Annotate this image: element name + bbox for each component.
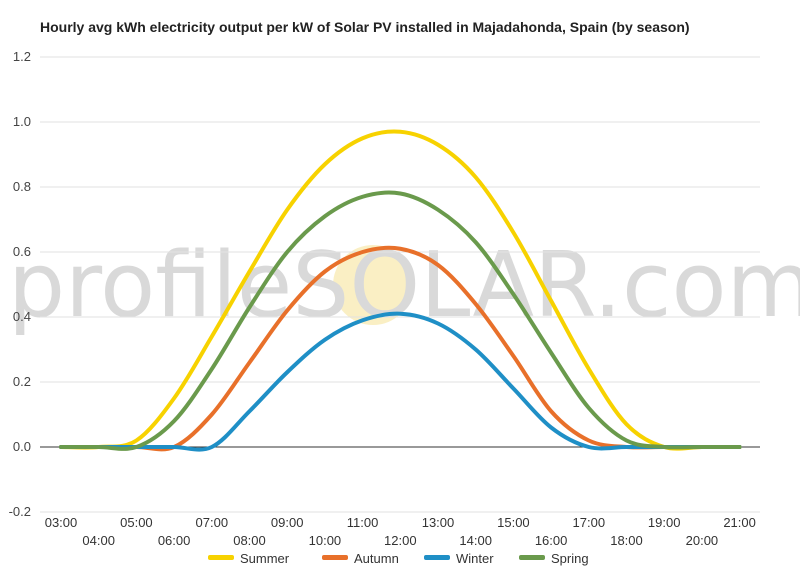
y-axis: 1.2 1.0 0.8 0.6 0.4 0.2 0.0 -0.2 [9,49,31,519]
x-tick-label: 20:00 [686,533,719,548]
legend-label-winter: Winter [456,551,494,566]
x-tick-label: 10:00 [309,533,342,548]
legend: Summer Autumn Winter Spring [208,551,589,566]
x-tick-label: 12:00 [384,533,417,548]
series-lines [59,129,742,452]
x-tick-label: 08:00 [233,533,266,548]
legend-swatch-autumn [322,555,348,560]
x-axis: 03:00 04:00 05:00 06:00 07:00 08:00 09:00 10:00… [45,515,756,548]
legend-swatch-winter [424,555,450,560]
watermark-sun-icon [333,245,413,325]
legend-swatch-spring [519,555,545,560]
series-line-winter [59,311,742,452]
legend-label-summer: Summer [240,551,290,566]
x-tick-label: 03:00 [45,515,78,530]
y-tick-label: 0.4 [13,309,31,324]
legend-label-spring: Spring [551,551,589,566]
x-tick-label: 15:00 [497,515,530,530]
y-tick-label: 0.2 [13,374,31,389]
x-tick-label: 21:00 [723,515,756,530]
x-tick-label: 05:00 [120,515,153,530]
x-tick-label: 04:00 [82,533,115,548]
y-tick-label: 1.2 [13,49,31,64]
series-line-summer [59,129,742,451]
y-tick-label: 0.8 [13,179,31,194]
x-tick-label: 16:00 [535,533,568,548]
x-tick-label: 14:00 [459,533,492,548]
x-tick-label: 18:00 [610,533,643,548]
x-tick-label: 09:00 [271,515,304,530]
legend-label-autumn: Autumn [354,551,399,566]
y-tick-label: -0.2 [9,504,31,519]
chart-title: Hourly avg kWh electricity output per kW… [40,19,690,35]
legend-swatch-summer [208,555,234,560]
x-tick-label: 19:00 [648,515,681,530]
y-tick-label: 0.6 [13,244,31,259]
x-tick-label: 06:00 [158,533,191,548]
y-tick-label: 1.0 [13,114,31,129]
x-tick-label: 13:00 [422,515,455,530]
x-tick-label: 11:00 [347,515,379,530]
x-tick-label: 17:00 [573,515,606,530]
y-tick-label: 0.0 [13,439,31,454]
series-line-spring [59,190,742,451]
x-tick-label: 07:00 [196,515,229,530]
